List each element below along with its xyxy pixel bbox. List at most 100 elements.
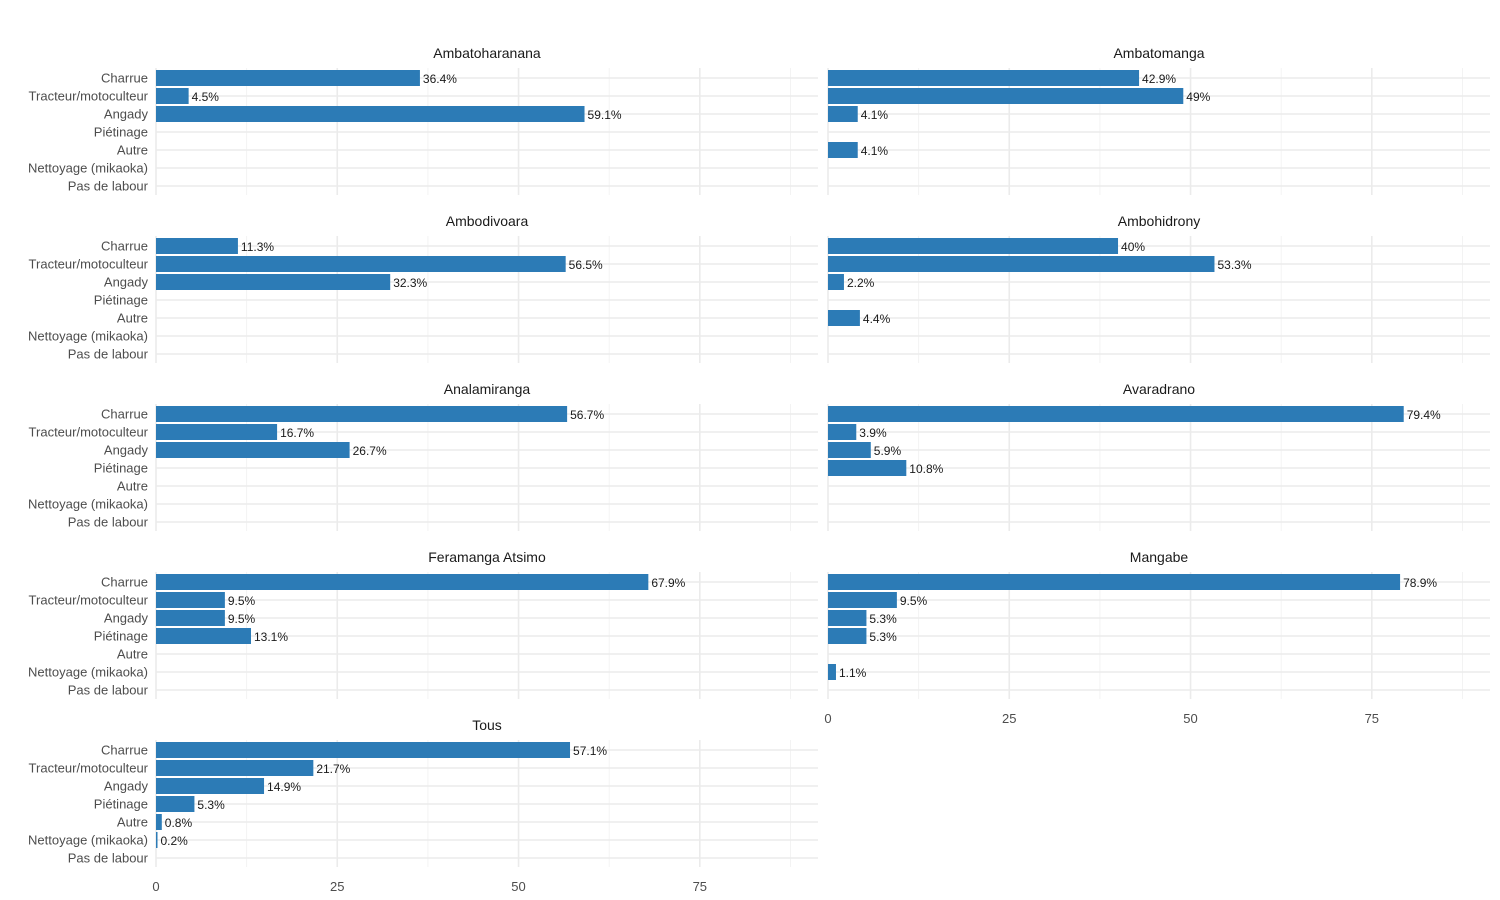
category-label: Autre [117, 647, 148, 662]
bar [156, 574, 649, 590]
panel-title: Ambohidrony [1118, 213, 1201, 229]
data-label: 9.5% [228, 612, 256, 626]
bar [828, 310, 860, 326]
panel-title: Avaradrano [1123, 381, 1195, 397]
bar [828, 238, 1119, 254]
x-tick-label: 50 [511, 879, 525, 894]
panel-title: Ambatoharanana [433, 45, 541, 61]
panel-title: Analamiranga [444, 381, 531, 397]
bar [156, 628, 251, 644]
data-label: 49% [1186, 90, 1210, 104]
data-label: 4.4% [863, 312, 891, 326]
data-label: 11.3% [241, 240, 274, 254]
data-label: 56.7% [570, 408, 604, 422]
data-label: 4.1% [861, 108, 889, 122]
bar [828, 106, 858, 122]
data-label: 4.1% [861, 144, 889, 158]
bar [828, 142, 858, 158]
category-label: Piétinage [94, 629, 148, 644]
facet-panel: Ambatomanga 42.9% 49% 4.1% 4.1% [827, 45, 1490, 195]
category-label: Tracteur/motoculteur [29, 593, 149, 608]
bar [156, 778, 265, 794]
category-label: Angady [104, 275, 149, 290]
data-label: 13.1% [254, 630, 288, 644]
data-label: 79.4% [1407, 408, 1441, 422]
bar [156, 814, 162, 830]
data-label: 10.8% [909, 462, 943, 476]
bar [156, 106, 585, 122]
bar [828, 256, 1215, 272]
bar [156, 610, 225, 626]
category-label: Tracteur/motoculteur [29, 761, 149, 776]
bar [828, 406, 1404, 422]
bar [156, 406, 568, 422]
data-label: 0.2% [161, 834, 189, 848]
x-tick-label: 75 [1365, 711, 1379, 726]
data-label: 5.9% [874, 444, 902, 458]
category-label: Angady [104, 611, 149, 626]
category-label: Tracteur/motoculteur [29, 425, 149, 440]
data-label: 67.9% [651, 576, 685, 590]
category-label: Pas de labour [68, 179, 149, 194]
bar [828, 610, 867, 626]
data-label: 40% [1121, 240, 1145, 254]
data-label: 1.1% [839, 666, 867, 680]
category-label: Autre [117, 479, 148, 494]
data-label: 56.5% [569, 258, 603, 272]
category-label: Nettoyage (mikaoka) [28, 665, 148, 680]
data-label: 9.5% [900, 594, 928, 608]
category-label: Piétinage [94, 125, 148, 140]
data-label: 36.4% [423, 72, 457, 86]
bar [156, 238, 238, 254]
x-tick-label: 0 [824, 711, 831, 726]
panel-title: Feramanga Atsimo [428, 549, 546, 565]
data-label: 59.1% [588, 108, 622, 122]
data-label: 5.3% [869, 612, 897, 626]
bar [156, 592, 225, 608]
bar [828, 442, 871, 458]
facet-panel: Analamiranga Charrue Tracteur/motoculteur A… [28, 381, 818, 531]
category-label: Charrue [101, 239, 148, 254]
data-label: 0.8% [165, 816, 193, 830]
facet-panel: Ambatoharanana Charrue Tracteur/motoculteu… [28, 45, 818, 195]
data-label: 42.9% [1142, 72, 1176, 86]
bar [828, 592, 897, 608]
data-label: 53.3% [1217, 258, 1251, 272]
category-label: Pas de labour [68, 515, 149, 530]
category-label: Pas de labour [68, 683, 149, 698]
category-label: Tracteur/motoculteur [29, 89, 149, 104]
bar [828, 424, 857, 440]
x-tick-label: 50 [1183, 711, 1197, 726]
bar [156, 70, 420, 86]
bar [156, 256, 566, 272]
bar [156, 832, 158, 848]
bar [156, 742, 571, 758]
category-label: Angady [104, 443, 149, 458]
x-tick-label: 25 [330, 879, 344, 894]
category-label: Nettoyage (mikaoka) [28, 497, 148, 512]
category-label: Piétinage [94, 293, 148, 308]
data-label: 26.7% [353, 444, 387, 458]
category-label: Piétinage [94, 797, 148, 812]
category-label: Piétinage [94, 461, 148, 476]
category-label: Nettoyage (mikaoka) [28, 161, 148, 176]
data-label: 3.9% [859, 426, 887, 440]
facet-panel: Ambodivoara Charrue Tracteur/motoculteur An… [28, 213, 818, 363]
category-label: Angady [104, 107, 149, 122]
facet-panel: Tous Charrue Tracteur/motoculteur Angady Pié… [28, 717, 818, 894]
bar [156, 796, 195, 812]
category-label: Pas de labour [68, 347, 149, 362]
category-label: Charrue [101, 71, 148, 86]
category-label: Pas de labour [68, 851, 149, 866]
facet-panel: Ambohidrony 40% 53.3% 2.2% 4.4% [827, 213, 1490, 363]
bar [156, 760, 314, 776]
data-label: 2.2% [847, 276, 875, 290]
category-label: Nettoyage (mikaoka) [28, 833, 148, 848]
bar [156, 88, 189, 104]
category-label: Tracteur/motoculteur [29, 257, 149, 272]
data-label: 9.5% [228, 594, 256, 608]
panel-title: Tous [472, 717, 502, 733]
data-label: 14.9% [267, 780, 301, 794]
bar [828, 70, 1140, 86]
